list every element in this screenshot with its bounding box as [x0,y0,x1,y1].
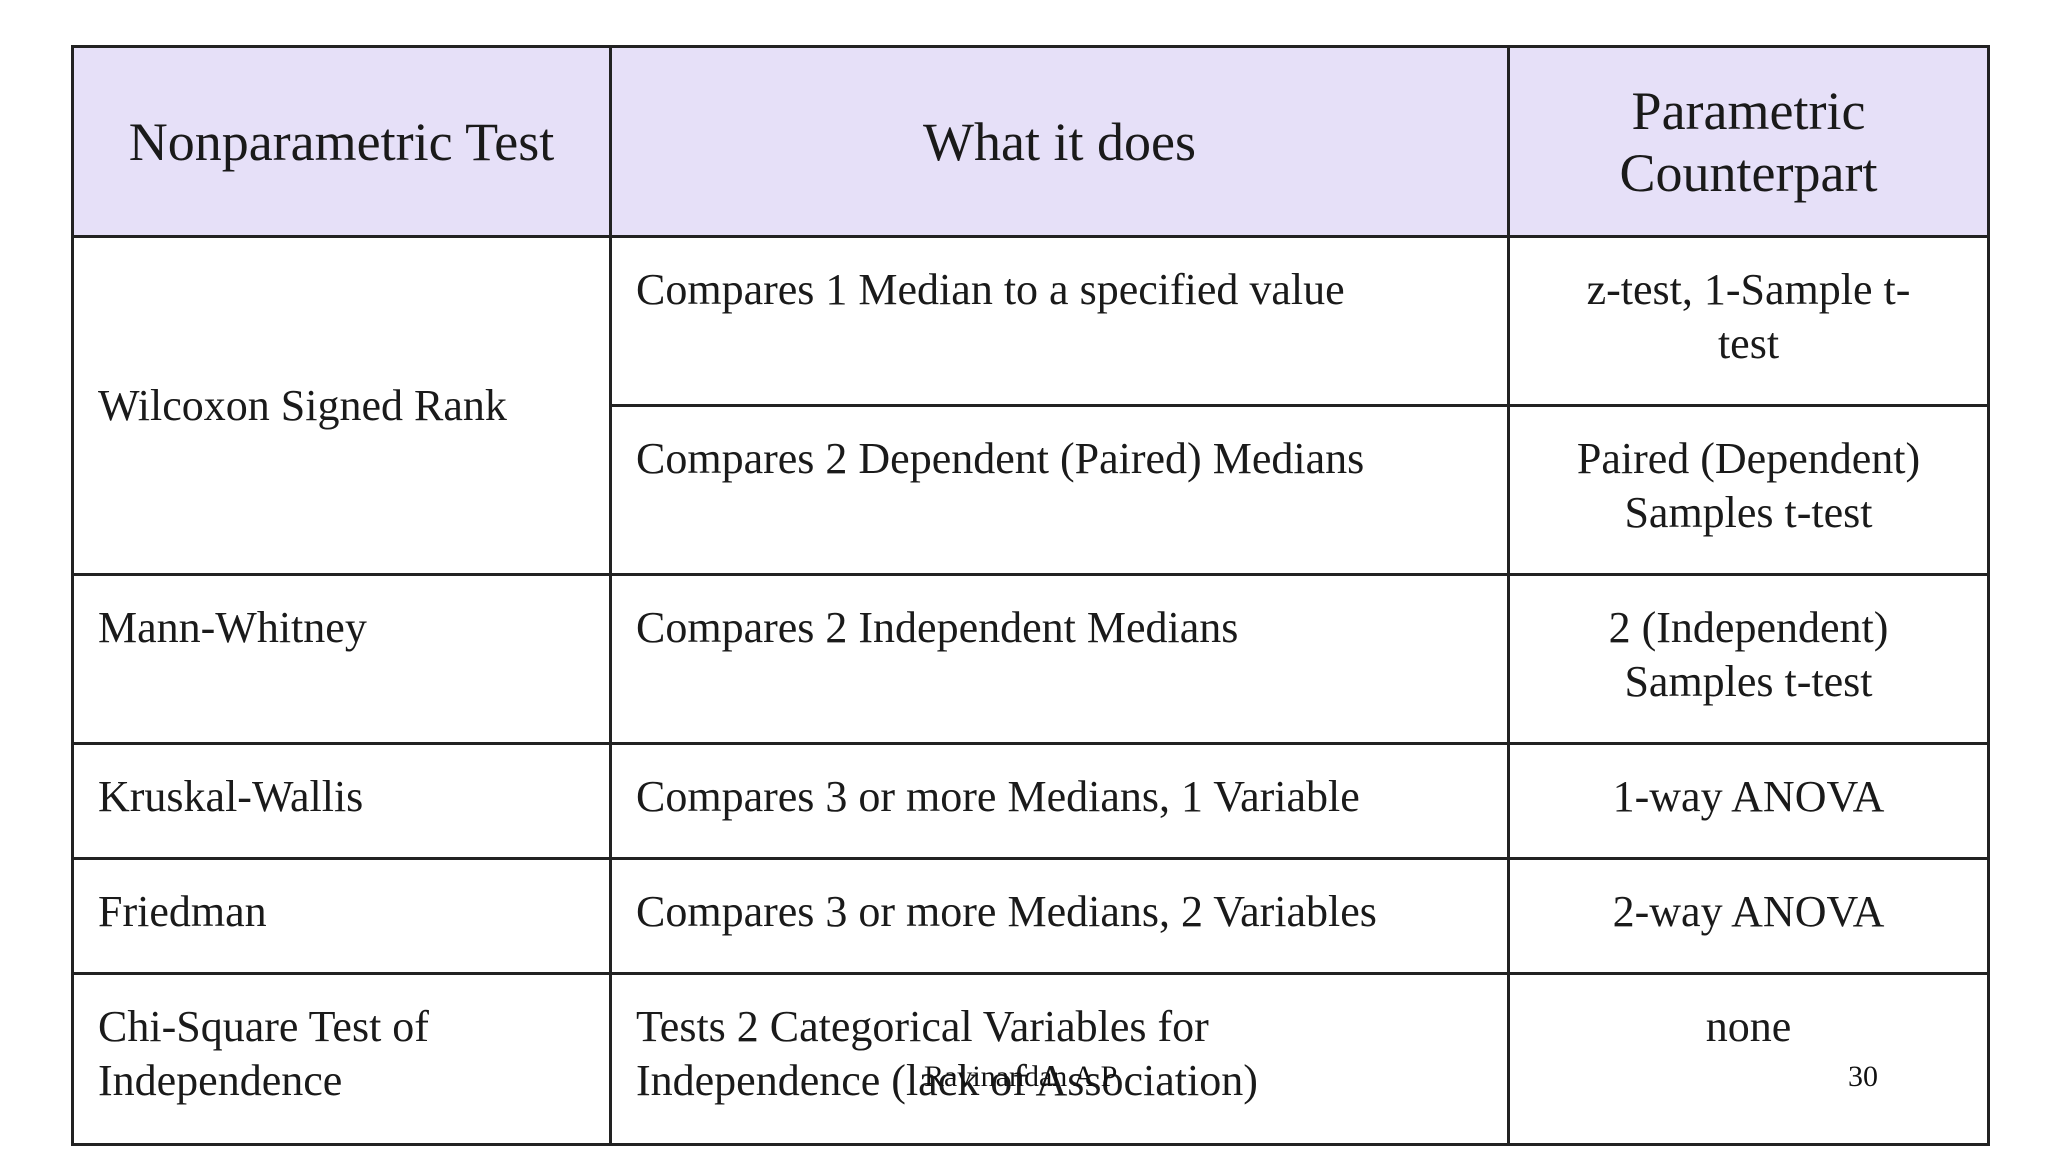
test-name: Chi-Square Test of Independence [98,1002,429,1105]
test-name: Friedman [98,887,267,936]
page-number: 30 [1848,1060,1878,1093]
counterpart-cell: none [1507,972,1990,1146]
table-row: Chi-Square Test of Independence Tests 2 … [71,972,1990,1146]
comparison-table: Nonparametric Test What it does Parametr… [71,45,1990,1146]
test-name: Kruskal-Wallis [98,772,364,821]
header-what-it-does: What it does [609,45,1510,238]
test-cell: Chi-Square Test of Independence [71,972,612,1146]
table-row: Mann-Whitney Compares 2 Independent Medi… [71,573,1990,745]
header-parametric-counterpart-label: Parametric Counterpart [1619,80,1878,203]
description-cell: Compares 3 or more Medians, 2 Variables [609,857,1510,975]
counterpart-text: Paired (Dependent) Samples t-test [1576,434,1921,537]
table-row: Compares 2 Dependent (Paired) Medians Pa… [73,404,1990,576]
counterpart-cell: 2-way ANOVA [1507,857,1990,975]
counterpart-text: z-test, 1-Sample t-test [1586,265,1911,368]
description-text: Compares 3 or more Medians, 1 Variable [636,772,1360,821]
counterpart-text: 2 (Independent) Samples t-test [1608,603,1889,706]
counterpart-cell: 2 (Independent) Samples t-test [1507,573,1990,745]
test-cell: Friedman [71,857,612,975]
footer-author: Ravinandan A P [924,1060,1118,1093]
description-cell: Compares 2 Independent Medians [609,573,1510,745]
description-cell: Compares 2 Dependent (Paired) Medians [609,404,1510,576]
table-header-row: Nonparametric Test What it does Parametr… [71,45,1990,238]
description-cell: Compares 3 or more Medians, 1 Variable [609,742,1510,860]
description-cell: Tests 2 Categorical Variables for Indepe… [609,972,1510,1146]
table-row: Kruskal-Wallis Compares 3 or more Median… [71,742,1990,860]
test-name: Wilcoxon Signed Rank [98,380,507,430]
counterpart-cell: Paired (Dependent) Samples t-test [1507,404,1990,576]
counterpart-cell: 1-way ANOVA [1507,742,1990,860]
header-nonparametric-test: Nonparametric Test [71,45,612,238]
header-parametric-counterpart: Parametric Counterpart [1507,45,1990,238]
description-cell: Compares 1 Median to a specified value [609,235,1510,407]
test-cell: Mann-Whitney [71,573,612,745]
counterpart-text: 1-way ANOVA [1612,772,1885,821]
counterpart-text: none [1705,1002,1792,1051]
test-name: Mann-Whitney [98,603,367,652]
table-row: Wilcoxon Signed Rank Compares 1 Median t… [71,235,1990,576]
description-text: Tests 2 Categorical Variables for Indepe… [636,1002,1258,1105]
counterpart-text: 2-way ANOVA [1612,887,1885,936]
description-text: Compares 2 Independent Medians [636,603,1239,652]
test-cell: Kruskal-Wallis [71,742,612,860]
table-row: Friedman Compares 3 or more Medians, 2 V… [71,857,1990,975]
description-text: Compares 1 Median to a specified value [636,265,1345,314]
counterpart-cell: z-test, 1-Sample t-test [1507,235,1990,407]
description-text: Compares 2 Dependent (Paired) Medians [636,434,1365,483]
description-text: Compares 3 or more Medians, 2 Variables [636,887,1377,936]
test-cell: Wilcoxon Signed Rank [71,235,612,576]
